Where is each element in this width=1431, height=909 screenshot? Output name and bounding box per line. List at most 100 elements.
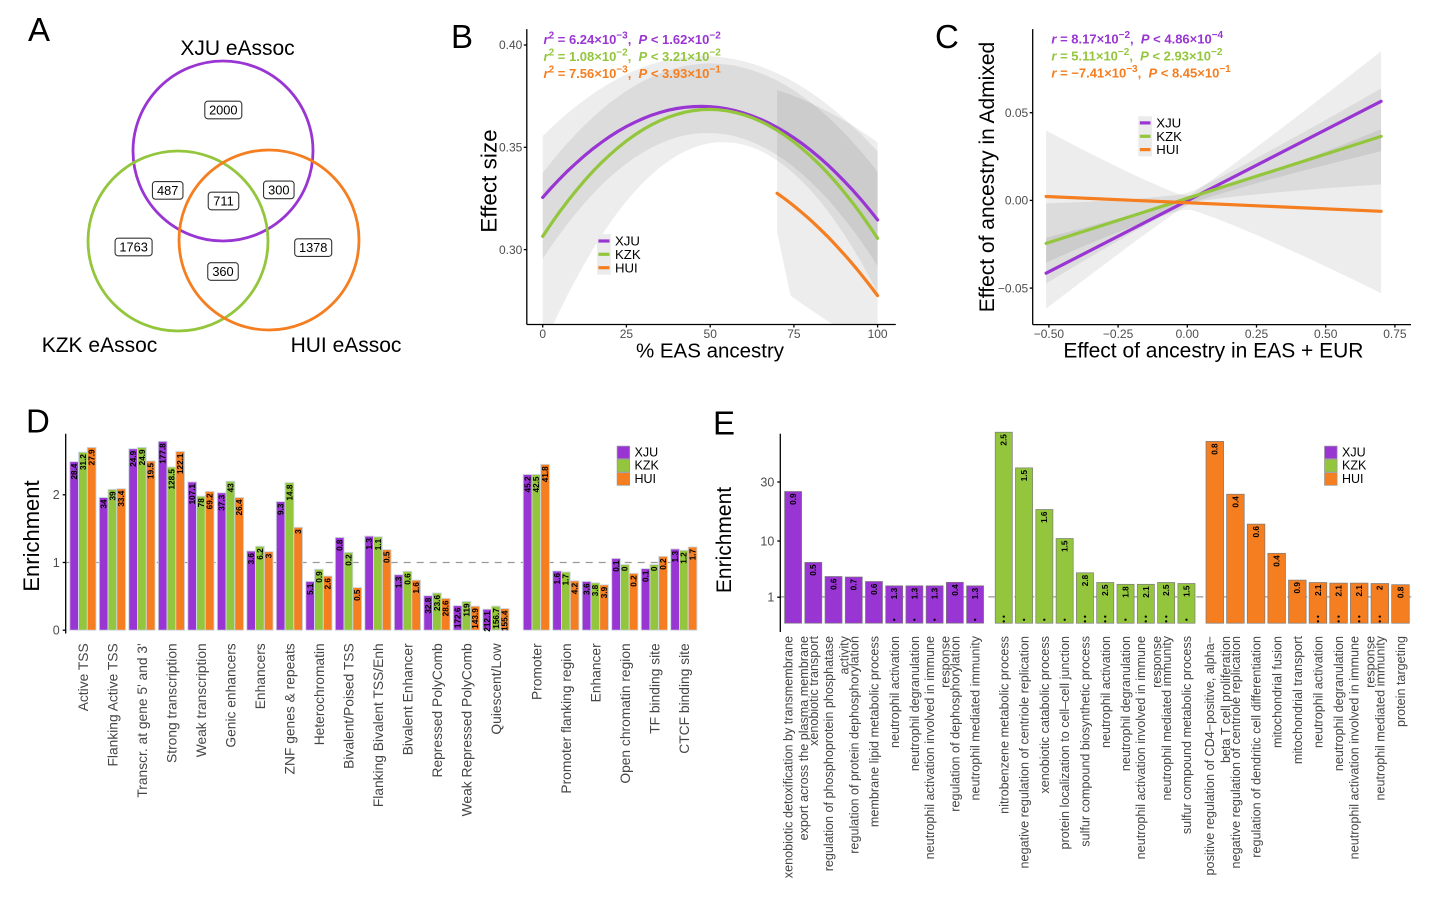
- svg-text:0: 0: [650, 566, 659, 571]
- svg-text:1.3: 1.3: [671, 551, 680, 563]
- svg-text:regulation of dephosphorylatio: regulation of dephosphorylation: [949, 636, 963, 812]
- svg-text:24.9: 24.9: [129, 450, 138, 466]
- svg-text:6.2: 6.2: [256, 548, 265, 560]
- svg-text:neutrophil activation: neutrophil activation: [1099, 636, 1113, 748]
- svg-text:0.8: 0.8: [1211, 443, 1220, 455]
- svg-text:2.8: 2.8: [1081, 574, 1090, 586]
- svg-text:Bivalent Enhancer: Bivalent Enhancer: [400, 643, 415, 755]
- svg-text:30: 30: [760, 475, 774, 489]
- svg-text:2: 2: [53, 488, 60, 502]
- svg-text:3: 3: [265, 553, 274, 558]
- svg-text:75: 75: [787, 327, 801, 341]
- svg-text:CTCF binding site: CTCF binding site: [677, 643, 692, 754]
- svg-text:1.6: 1.6: [1040, 511, 1049, 523]
- svg-text:300: 300: [268, 183, 289, 198]
- svg-text:3.6: 3.6: [583, 583, 592, 595]
- svg-text:Flanking Bivalent TSS/Enh: Flanking Bivalent TSS/Enh: [371, 643, 386, 807]
- svg-text:19.5: 19.5: [147, 463, 156, 479]
- svg-text:Effect of ancestry in EAS + EU: Effect of ancestry in EAS + EUR: [1063, 340, 1363, 363]
- svg-text:28.6: 28.6: [442, 600, 451, 616]
- svg-text:0.4: 0.4: [1231, 496, 1240, 508]
- svg-text:neutrophil degranulation: neutrophil degranulation: [908, 636, 922, 771]
- svg-text:31.2: 31.2: [79, 454, 88, 470]
- svg-text:xenobiotic transport: xenobiotic transport: [807, 636, 821, 746]
- svg-text:0.05: 0.05: [1005, 106, 1029, 120]
- svg-text:activity: activity: [838, 635, 852, 674]
- svg-text:42.5: 42.5: [532, 476, 541, 492]
- svg-text:1.3: 1.3: [971, 587, 980, 599]
- svg-text:A: A: [28, 11, 50, 48]
- svg-text:neutrophil degranulation: neutrophil degranulation: [1119, 636, 1133, 771]
- svg-text:KZK: KZK: [635, 459, 660, 473]
- svg-text:2.1: 2.1: [1314, 584, 1323, 596]
- svg-text:0.9: 0.9: [1293, 582, 1302, 594]
- svg-text:1378: 1378: [299, 240, 327, 255]
- svg-text:Quiescent/Low: Quiescent/Low: [489, 643, 504, 734]
- svg-text:ZNF genes & repeats: ZNF genes & repeats: [282, 643, 297, 774]
- svg-text:0.2: 0.2: [659, 558, 668, 570]
- svg-text:3.6: 3.6: [247, 553, 256, 565]
- svg-text:KZK eAssoc: KZK eAssoc: [42, 334, 158, 357]
- svg-text:0.30: 0.30: [499, 243, 523, 257]
- svg-text:HUI: HUI: [615, 260, 638, 275]
- svg-text:−0.25: −0.25: [1103, 327, 1134, 341]
- svg-text:177.8: 177.8: [159, 443, 168, 464]
- svg-text:32.8: 32.8: [424, 597, 433, 613]
- svg-text:2.1: 2.1: [1355, 585, 1364, 597]
- svg-text:45.2: 45.2: [524, 476, 533, 492]
- svg-text:Enrichment: Enrichment: [713, 487, 736, 593]
- svg-text:HUI: HUI: [635, 472, 657, 486]
- svg-text:r2 = 6.24×10−3, P < 1.62×10−2: r2 = 6.24×10−3, P < 1.62×10−2: [544, 31, 722, 48]
- svg-text:neutrophil mediated immunity: neutrophil mediated immunity: [1373, 635, 1387, 800]
- svg-text:0.75: 0.75: [1383, 327, 1407, 341]
- svg-text:C: C: [935, 18, 959, 55]
- svg-text:1.3: 1.3: [890, 587, 899, 599]
- svg-text:0.8: 0.8: [1396, 586, 1405, 598]
- svg-text:regulation of phosphoprotein p: regulation of phosphoprotein phosphatase: [822, 636, 836, 871]
- svg-text:0.1: 0.1: [612, 560, 621, 572]
- svg-text:33.4: 33.4: [117, 490, 126, 506]
- svg-text:39: 39: [108, 491, 117, 501]
- svg-text:r2 = 1.08×10−2, P < 3.21×10−2: r2 = 1.08×10−2, P < 3.21×10−2: [544, 48, 722, 65]
- svg-text:3.9: 3.9: [600, 586, 609, 598]
- svg-text:1.3: 1.3: [910, 587, 919, 599]
- svg-text:1.3: 1.3: [395, 576, 404, 588]
- svg-text:25: 25: [620, 327, 634, 341]
- svg-text:response: response: [1150, 636, 1164, 688]
- svg-text:protein targeting: protein targeting: [1394, 636, 1408, 727]
- svg-text:1: 1: [767, 591, 774, 605]
- svg-text:Weak transcription: Weak transcription: [194, 643, 209, 757]
- svg-text:r = 8.17×10−2, P < 4.86×10−4: r = 8.17×10−2, P < 4.86×10−4: [1051, 30, 1223, 47]
- svg-text:0: 0: [621, 566, 630, 571]
- svg-text:positive regulation of CD4−pos: positive regulation of CD4−positive, alp…: [1203, 636, 1217, 875]
- svg-text:212.1: 212.1: [483, 611, 492, 632]
- svg-text:r = −7.41×10−3, P < 8.45×10−1: r = −7.41×10−3, P < 8.45×10−1: [1051, 64, 1231, 81]
- svg-text:0: 0: [53, 624, 60, 638]
- svg-text:3.8: 3.8: [591, 584, 600, 596]
- svg-text:26.4: 26.4: [235, 499, 244, 515]
- svg-text:23.6: 23.6: [433, 595, 442, 611]
- svg-text:128.5: 128.5: [167, 469, 176, 490]
- svg-text:0.40: 0.40: [499, 38, 523, 52]
- svg-text:Enrichment: Enrichment: [19, 480, 44, 591]
- svg-text:XJU eAssoc: XJU eAssoc: [180, 37, 294, 60]
- svg-text:Genic enhancers: Genic enhancers: [223, 643, 238, 747]
- svg-text:Promoter flanking region: Promoter flanking region: [559, 643, 574, 793]
- svg-text:membrane lipid metabolic proce: membrane lipid metabolic process: [868, 636, 882, 827]
- svg-text:export across the plasma membr: export across the plasma membrane: [797, 636, 811, 840]
- svg-text:0.6: 0.6: [829, 578, 838, 590]
- svg-text:1.7: 1.7: [689, 548, 698, 560]
- svg-text:34: 34: [100, 499, 109, 509]
- svg-text:3: 3: [294, 529, 303, 534]
- svg-text:0.4: 0.4: [1273, 555, 1282, 567]
- svg-text:negative regulation of centrio: negative regulation of centriole replica…: [1018, 636, 1032, 868]
- svg-text:% EAS ancestry: % EAS ancestry: [636, 340, 785, 363]
- svg-text:156.7: 156.7: [492, 608, 501, 629]
- svg-text:XJU: XJU: [1156, 116, 1181, 131]
- svg-text:487: 487: [157, 183, 178, 198]
- svg-text:10: 10: [760, 534, 774, 548]
- svg-text:Promoter: Promoter: [529, 643, 544, 700]
- svg-text:mitochondrial transport: mitochondrial transport: [1291, 636, 1305, 765]
- svg-text:neutrophil activation involved: neutrophil activation involved in immune: [923, 636, 937, 859]
- svg-text:9.3: 9.3: [277, 503, 286, 515]
